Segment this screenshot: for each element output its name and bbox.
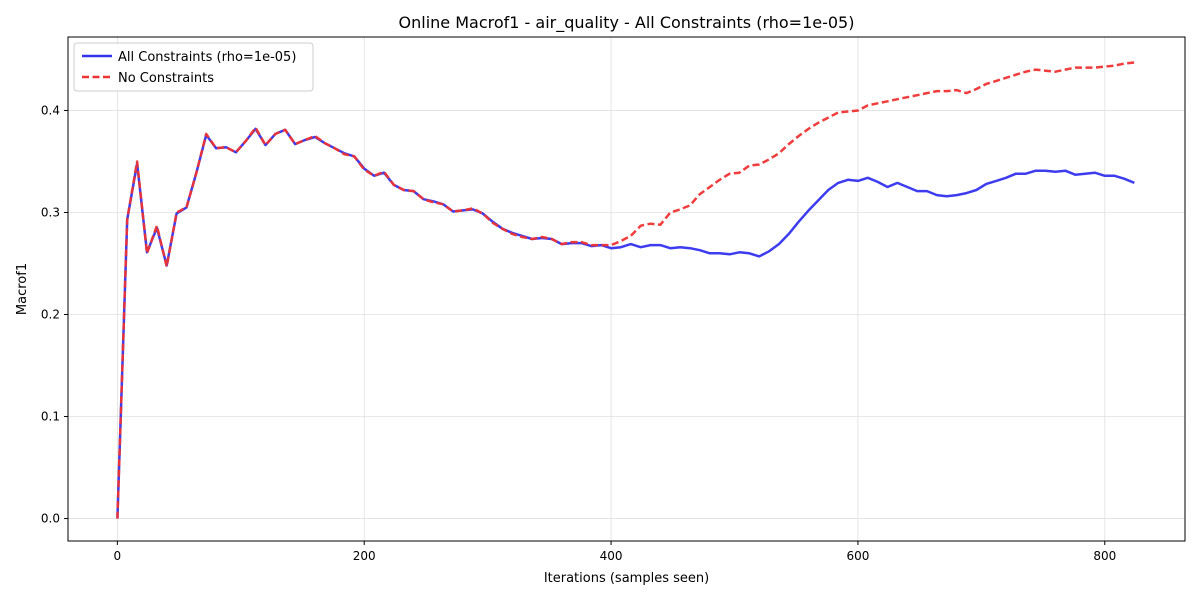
x-tick-label: 0: [114, 549, 122, 563]
legend-label-2: No Constraints: [118, 71, 214, 86]
y-tick-label: 0.1: [41, 410, 60, 424]
x-tick-label: 400: [600, 549, 623, 563]
series-layer: [116, 61, 1135, 519]
y-tick-label: 0.2: [41, 308, 60, 322]
legend: All Constraints (rho=1e-05) No Constraint…: [73, 42, 314, 92]
legend-label-1: All Constraints (rho=1e-05): [118, 50, 296, 65]
y-tick-label: 0.3: [41, 205, 60, 219]
chart-title: Online Macrof1 - air_quality - All Const…: [399, 13, 855, 33]
x-tick-label: 200: [353, 549, 376, 563]
y-axis-label: Macrof1: [15, 263, 30, 315]
ticks: 0 200 400 600 800 0.0 0.1 0.2 0.3 0.4: [41, 103, 1116, 563]
series-line-2: [116, 61, 1135, 519]
y-tick-label: 0.0: [41, 512, 60, 526]
x-tick-label: 600: [846, 549, 869, 563]
y-tick-label: 0.4: [41, 103, 60, 117]
grid: [68, 37, 1185, 541]
plot-frame: [67, 36, 1186, 542]
x-axis-label: Iterations (samples seen): [544, 571, 709, 586]
legend-box: [73, 42, 314, 92]
x-tick-label: 800: [1093, 549, 1116, 563]
